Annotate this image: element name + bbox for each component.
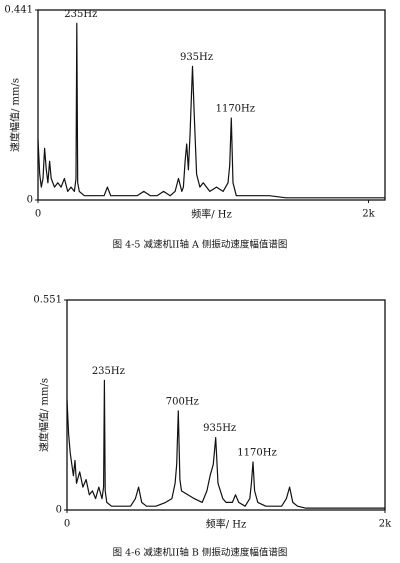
x-tick-label: 0	[64, 519, 70, 530]
peak-annotation: 235Hz	[64, 9, 97, 20]
figure-caption: 图 4-5 减速机II轴 A 侧振动速度幅值谱图	[113, 239, 288, 251]
y-tick-label: 0	[56, 505, 62, 516]
peak-annotation: 935Hz	[203, 423, 236, 434]
y-axis-title: 速度幅值/ mm/s	[9, 78, 22, 152]
y-axis-title: 速度幅值/ mm/s	[38, 378, 51, 452]
plot-frame	[37, 9, 386, 201]
peak-annotation: 935Hz	[180, 52, 213, 63]
x-axis-title: 频率/ Hz	[191, 208, 232, 221]
x-tick-label: 2k	[379, 519, 392, 530]
x-axis-title: 频率/ Hz	[206, 518, 247, 531]
peak-annotation: 1170Hz	[237, 447, 276, 458]
y-tick-label: 0	[27, 195, 33, 206]
x-tick-label: 2k	[362, 209, 375, 220]
plot-frame	[66, 299, 386, 511]
peak-annotation: 235Hz	[92, 366, 125, 377]
y-tick-label: 0.441	[4, 5, 33, 16]
spectrum-line	[37, 22, 385, 199]
peak-annotation: 700Hz	[166, 396, 199, 407]
y-tick-label: 0.551	[33, 295, 62, 306]
peak-annotation: 1170Hz	[216, 104, 255, 115]
spectrum-line	[66, 379, 385, 509]
x-tick-label: 0	[35, 209, 41, 220]
figure-caption: 图 4-6 减速机II轴 B 侧振动速度幅值谱图	[113, 547, 288, 559]
